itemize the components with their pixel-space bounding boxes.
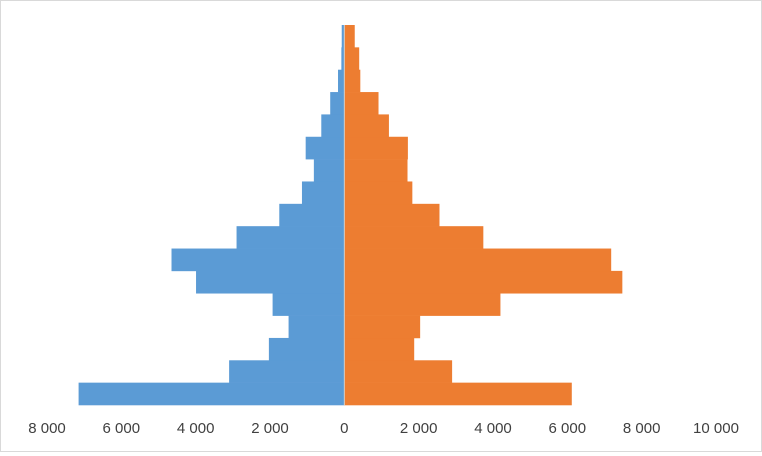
right-bar-5 (344, 270, 623, 294)
left-bar-16 (341, 25, 345, 48)
left-bar-3 (288, 315, 345, 339)
right-bar-16 (344, 25, 355, 48)
right-bar-2 (344, 337, 415, 361)
right-bar-8 (344, 203, 440, 227)
right-bar-14 (344, 69, 361, 93)
left-series-bars (78, 25, 345, 406)
x-tick-label: 10 000 (693, 420, 739, 437)
right-bar-7 (344, 226, 484, 249)
x-tick-label: 4 000 (177, 420, 215, 437)
x-tick-label: 6 000 (103, 420, 141, 437)
left-bar-12 (321, 114, 345, 138)
x-tick-label: 8 000 (28, 420, 66, 437)
x-tick-label: 6 000 (549, 420, 587, 437)
right-bar-0 (344, 382, 572, 406)
x-tick-label: 4 000 (474, 420, 512, 437)
right-bar-12 (344, 114, 389, 138)
x-tick-label: 0 (340, 420, 348, 437)
right-bar-10 (344, 159, 408, 182)
x-axis-tick-labels: 8 000 6 000 4 000 2 000 0 2 000 4 000 6 000 8 00… (28, 420, 739, 437)
left-bar-4 (272, 293, 345, 316)
right-series-bars (344, 25, 623, 406)
left-bar-6 (171, 248, 345, 272)
right-bar-9 (344, 181, 413, 205)
left-bar-0 (78, 382, 345, 406)
x-tick-label: 2 000 (251, 420, 289, 437)
left-bar-5 (196, 270, 345, 294)
right-bar-4 (344, 293, 501, 316)
right-bar-1 (344, 360, 453, 383)
x-tick-label: 2 000 (400, 420, 438, 437)
left-bar-11 (305, 136, 345, 160)
right-bar-15 (344, 47, 360, 70)
left-bar-9 (301, 181, 345, 205)
right-bar-3 (344, 315, 421, 339)
left-bar-8 (279, 203, 345, 227)
left-bar-15 (341, 47, 345, 70)
left-bar-2 (268, 337, 345, 361)
left-bar-1 (229, 360, 345, 383)
left-bar-13 (330, 92, 345, 115)
left-bar-14 (338, 69, 345, 93)
right-bar-6 (344, 248, 612, 272)
left-bar-10 (313, 159, 345, 182)
x-tick-label: 8 000 (623, 420, 661, 437)
right-bar-11 (344, 136, 408, 160)
right-bar-13 (344, 92, 379, 115)
left-bar-7 (236, 226, 345, 249)
